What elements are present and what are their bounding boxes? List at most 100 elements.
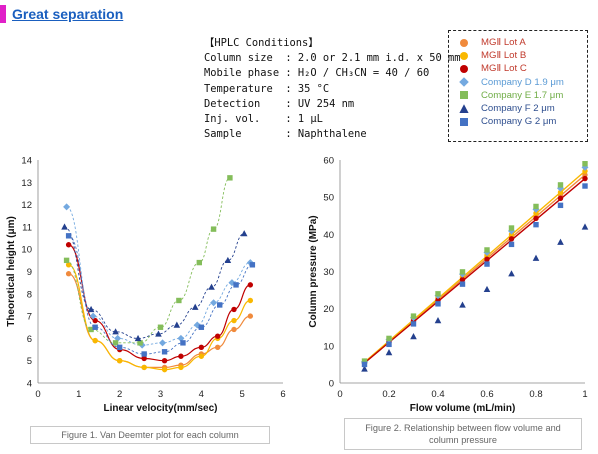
data-point — [233, 282, 239, 288]
legend-label: Company E 1.7 μm — [481, 89, 564, 101]
data-point — [65, 242, 72, 248]
series-6 — [65, 233, 256, 357]
condition-row: Temperature : 35 °C — [204, 82, 330, 95]
data-point — [65, 233, 72, 239]
data-point — [177, 334, 185, 342]
legend-marker-shape — [460, 51, 468, 60]
data-point — [61, 223, 68, 230]
figure2-caption-line2: column pressure — [429, 435, 497, 445]
legend-item: MGⅡ Lot B — [457, 49, 587, 62]
y-tick-label: 13 — [21, 178, 32, 189]
data-point — [214, 333, 221, 339]
figure1-caption-text: Figure 1. Van Deemter plot for each colu… — [61, 430, 239, 440]
legend-marker-triangle — [459, 103, 469, 113]
y-axis-title: Theoretical height (μm) — [6, 216, 17, 327]
legend-item: Company D 1.9 μm — [457, 76, 587, 89]
legend-label: MGⅡ Lot A — [481, 37, 526, 49]
title-accent-bar — [0, 5, 6, 23]
data-point — [137, 340, 143, 346]
y-tick-label: 5 — [27, 356, 32, 367]
legend-marker-shape — [460, 91, 468, 100]
series-fit-curve — [66, 206, 251, 346]
legend-item: MGⅡ Lot C — [457, 62, 587, 75]
y-tick-label: 9 — [27, 267, 32, 278]
data-point — [141, 351, 147, 357]
data-point — [178, 353, 184, 359]
series-fit-curve — [68, 264, 251, 371]
data-point — [92, 324, 98, 330]
x-tick-label: 2 — [117, 389, 122, 400]
legend-label: MGⅡ Lot C — [481, 63, 527, 75]
legend-label: Company F 2 μm — [481, 103, 555, 115]
data-point — [176, 297, 182, 304]
data-point — [161, 349, 168, 355]
series-fit-curve — [66, 177, 231, 344]
data-point — [116, 358, 123, 364]
data-point — [208, 283, 215, 290]
legend-marker-shape — [460, 117, 468, 126]
y-tick-label: 14 — [21, 156, 32, 167]
data-point — [87, 305, 95, 313]
data-point — [227, 175, 233, 181]
page-title: Great separation — [12, 6, 124, 22]
data-point — [63, 203, 71, 211]
conditions-heading: 【HPLC Conditions】 — [204, 37, 319, 49]
legend-marker-shape — [460, 38, 468, 47]
data-point — [65, 271, 72, 277]
data-point — [198, 344, 205, 351]
condition-row: Detection : UV 254 nm — [204, 97, 355, 110]
legend-label: MGⅡ Lot B — [481, 50, 527, 62]
legend-marker-circle — [460, 51, 468, 60]
y-tick-label: 10 — [21, 245, 32, 256]
data-point — [198, 353, 205, 359]
data-point — [247, 297, 254, 304]
data-point — [92, 337, 98, 344]
x-tick-label: 4 — [199, 389, 204, 400]
legend-marker-diamond — [459, 77, 469, 87]
data-point — [112, 340, 119, 346]
data-point — [116, 344, 123, 351]
data-point — [247, 282, 254, 288]
series-2 — [65, 242, 254, 364]
data-point — [231, 306, 237, 313]
data-point — [231, 326, 237, 333]
condition-row: Sample : Naphthalene — [204, 128, 367, 141]
data-point — [159, 339, 167, 347]
legend-label: Company G 2 μm — [481, 116, 557, 128]
series-1 — [65, 262, 254, 373]
series-4 — [63, 175, 233, 346]
y-tick-label: 12 — [21, 200, 32, 211]
figure1-caption: Figure 1. Van Deemter plot for each colu… — [30, 426, 270, 444]
series-fit-curve — [64, 226, 245, 339]
data-point — [240, 230, 248, 237]
data-point — [141, 355, 147, 362]
data-point — [214, 344, 221, 351]
data-point — [114, 334, 122, 342]
data-point — [217, 302, 223, 308]
legend-item: Company E 1.7 μm — [457, 89, 587, 102]
series-5 — [61, 223, 248, 342]
data-point — [231, 317, 237, 324]
legend-marker-square — [460, 91, 468, 100]
y-tick-label: 6 — [27, 334, 32, 345]
condition-row: Column size : 2.0 or 2.1 mm i.d. x 50 mm — [204, 52, 461, 65]
series-3 — [63, 203, 254, 349]
data-point — [173, 321, 181, 328]
hplc-conditions: 【HPLC Conditions】 Column size : 2.0 or 2… — [204, 36, 460, 142]
data-point — [249, 262, 256, 268]
legend-marker-square — [460, 117, 468, 126]
data-point — [178, 364, 184, 371]
x-tick-label: 6 — [280, 389, 285, 400]
series-fit-curve — [68, 244, 251, 362]
legend-marker-circle — [460, 64, 468, 73]
data-point — [210, 299, 218, 307]
data-point — [88, 326, 94, 333]
legend-item: Company F 2 μm — [457, 102, 587, 115]
legend: MGⅡ Lot A MGⅡ Lot B MGⅡ Lot C Company D 1.9… — [448, 30, 588, 142]
data-point — [161, 358, 168, 364]
data-point — [198, 324, 205, 330]
figure2-caption-line1: Figure 2. Relationship between flow volu… — [365, 423, 561, 433]
condition-row: Mobile phase : H₂O / CH₃CN = 40 / 60 — [204, 67, 430, 80]
